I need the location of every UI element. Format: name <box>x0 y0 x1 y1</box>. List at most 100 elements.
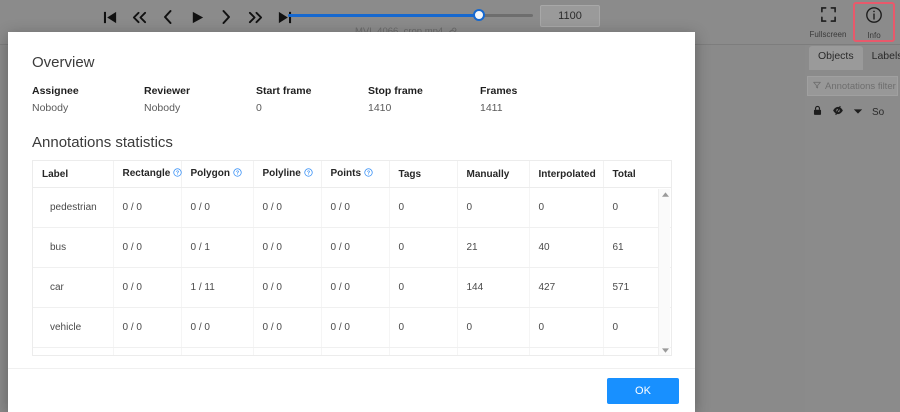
overview-field-assignee: Assignee Nobody <box>32 85 144 114</box>
eye-slash-icon[interactable] <box>832 105 844 119</box>
overview-field-start-frame: Start frame 0 <box>256 85 368 114</box>
column-header-polygon[interactable]: Polygon? <box>181 161 254 188</box>
cell-manually: 144 <box>457 267 530 308</box>
column-header-polyline[interactable]: Polyline? <box>253 161 322 188</box>
column-header-interpolated[interactable]: Interpolated <box>529 161 604 188</box>
cell-rectangle: 0 / 0 <box>113 347 182 355</box>
column-header-tags[interactable]: Tags <box>389 161 458 188</box>
tab-labels[interactable]: Labels <box>871 50 900 62</box>
column-header-points[interactable]: Points? <box>321 161 390 188</box>
scroll-down-icon[interactable] <box>659 345 671 355</box>
cell-manually: 165 <box>457 347 530 355</box>
svg-text:?: ? <box>307 170 310 176</box>
sort-label[interactable]: So <box>872 106 885 118</box>
table-vertical-scrollbar[interactable] <box>658 189 670 355</box>
first-frame-button[interactable] <box>100 5 120 29</box>
overview-value: Nobody <box>32 102 69 114</box>
cell-rectangle: 0 / 0 <box>113 227 182 268</box>
frame-slider-handle[interactable] <box>473 9 486 21</box>
frame-slider-track[interactable] <box>288 9 533 21</box>
forward-jump-button[interactable] <box>245 5 265 29</box>
table-header-row: Label Rectangle? Polygon? Polyline? Poin… <box>33 161 671 188</box>
cell-interpolated: 40 <box>529 227 604 268</box>
overview-value: 1410 <box>368 102 392 114</box>
filename-text: MVI_4066_crop.mp4 <box>355 26 443 37</box>
column-header-manually[interactable]: Manually <box>457 161 530 188</box>
cell-interpolated: 0 <box>529 187 604 228</box>
overview-field-reviewer: Reviewer Nobody <box>144 85 256 114</box>
overview-label: Frames <box>480 85 518 97</box>
scroll-up-icon[interactable] <box>659 189 671 199</box>
last-frame-button[interactable] <box>274 5 294 29</box>
side-panel-tabs: Objects Labels <box>805 46 900 70</box>
cell-tags: 0 <box>389 347 458 355</box>
cell-interpolated: 427 <box>529 267 604 308</box>
annotations-filter-input[interactable]: Annotations filter <box>807 76 898 96</box>
cell-total: 632 <box>603 347 671 355</box>
cell-polyline: 0 / 0 <box>253 227 322 268</box>
backward-jump-button[interactable] <box>129 5 149 29</box>
frame-slider-fill <box>288 13 480 17</box>
help-icon[interactable]: ? <box>304 168 313 180</box>
ok-button[interactable]: OK <box>607 377 679 404</box>
frame-slider[interactable] <box>288 7 533 23</box>
cell-polyline: 0 / 0 <box>253 267 322 308</box>
annotations-statistics-table-wrap: Label Rectangle? Polygon? Polyline? Poin… <box>32 160 672 356</box>
dialog-body: Overview Assignee Nobody Reviewer Nobody… <box>8 32 695 368</box>
cell-polyline: 0 / 0 <box>253 347 322 355</box>
column-header-rectangle[interactable]: Rectangle? <box>113 161 182 188</box>
overview-label: Start frame <box>256 85 312 97</box>
info-circle-icon <box>865 6 883 29</box>
cell-tags: 0 <box>389 187 458 228</box>
cell-label: Total <box>33 347 114 355</box>
annotations-filter-placeholder: Annotations filter <box>825 80 896 92</box>
play-button[interactable] <box>187 5 207 29</box>
table-row: pedestrian 0 / 0 0 / 0 0 / 0 0 / 0 0 0 0… <box>33 187 671 228</box>
cell-rectangle: 0 / 0 <box>113 267 182 308</box>
cell-points: 0 / 0 <box>321 267 390 308</box>
help-icon[interactable]: ? <box>233 168 242 180</box>
overview-value: Nobody <box>144 102 181 114</box>
cell-points: 0 / 0 <box>321 187 390 228</box>
column-header-total[interactable]: Total <box>603 161 671 188</box>
funnel-icon <box>813 81 821 92</box>
tab-objects[interactable]: Objects <box>809 46 863 70</box>
overview-label: Reviewer <box>144 85 191 97</box>
objects-side-panel: Objects Labels Annotations filter So <box>805 46 900 166</box>
fullscreen-icon <box>820 6 837 28</box>
cell-manually: 21 <box>457 227 530 268</box>
overview-field-stop-frame: Stop frame 1410 <box>368 85 480 114</box>
fullscreen-label: Fullscreen <box>809 30 847 39</box>
cell-points: 0 / 0 <box>321 307 390 348</box>
chevron-down-icon[interactable] <box>853 107 863 118</box>
player-controls <box>100 2 294 32</box>
help-icon[interactable]: ? <box>364 168 373 180</box>
info-label: Info <box>867 31 881 40</box>
cell-polyline: 0 / 0 <box>253 307 322 348</box>
cell-points: 0 / 0 <box>321 227 390 268</box>
cell-manually: 0 <box>457 307 530 348</box>
column-header-label[interactable]: Label <box>33 161 114 188</box>
table-body: pedestrian 0 / 0 0 / 0 0 / 0 0 / 0 0 0 0… <box>33 187 671 355</box>
svg-text:?: ? <box>236 170 239 176</box>
cell-polygon: 0 / 0 <box>181 307 254 348</box>
annotations-statistics-title: Annotations statistics <box>32 134 173 151</box>
overview-fields: Assignee Nobody Reviewer Nobody Start fr… <box>32 85 671 114</box>
cell-label: pedestrian <box>33 187 114 228</box>
svg-text:?: ? <box>176 170 179 176</box>
task-info-dialog: Overview Assignee Nobody Reviewer Nobody… <box>8 32 695 412</box>
frame-number-input[interactable]: 1100 <box>540 5 600 27</box>
overview-field-frames: Frames 1411 <box>480 85 592 114</box>
overview-value: 1411 <box>480 102 503 114</box>
info-button[interactable]: Info <box>853 2 895 42</box>
previous-frame-button[interactable] <box>158 5 178 29</box>
next-frame-button[interactable] <box>216 5 236 29</box>
annotations-statistics-table: Label Rectangle? Polygon? Polyline? Poin… <box>33 161 671 355</box>
fullscreen-button[interactable]: Fullscreen <box>807 2 849 42</box>
cell-polyline: 0 / 0 <box>253 187 322 228</box>
cell-label: bus <box>33 227 114 268</box>
help-icon[interactable]: ? <box>173 168 182 180</box>
lock-icon[interactable] <box>812 105 823 119</box>
overview-label: Stop frame <box>368 85 423 97</box>
